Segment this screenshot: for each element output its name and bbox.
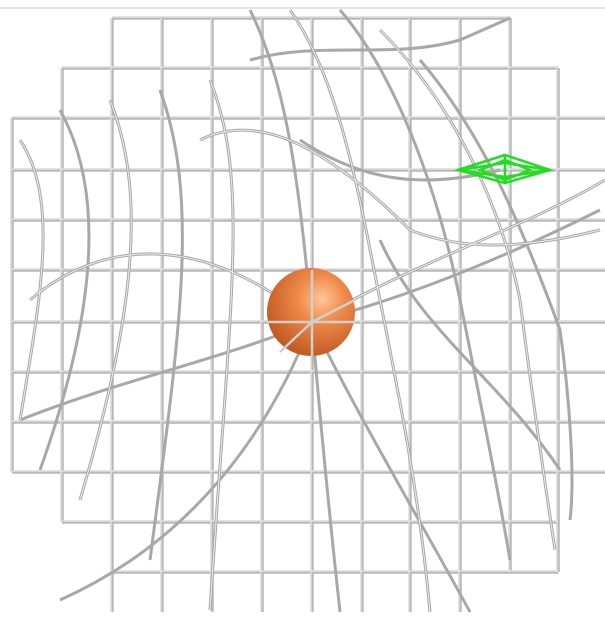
green-marker — [453, 153, 555, 185]
sphere-overlay-lines — [268, 270, 356, 356]
target-marker — [453, 153, 555, 185]
sphere-object — [267, 268, 356, 356]
warp-highlight — [19, 9, 605, 613]
